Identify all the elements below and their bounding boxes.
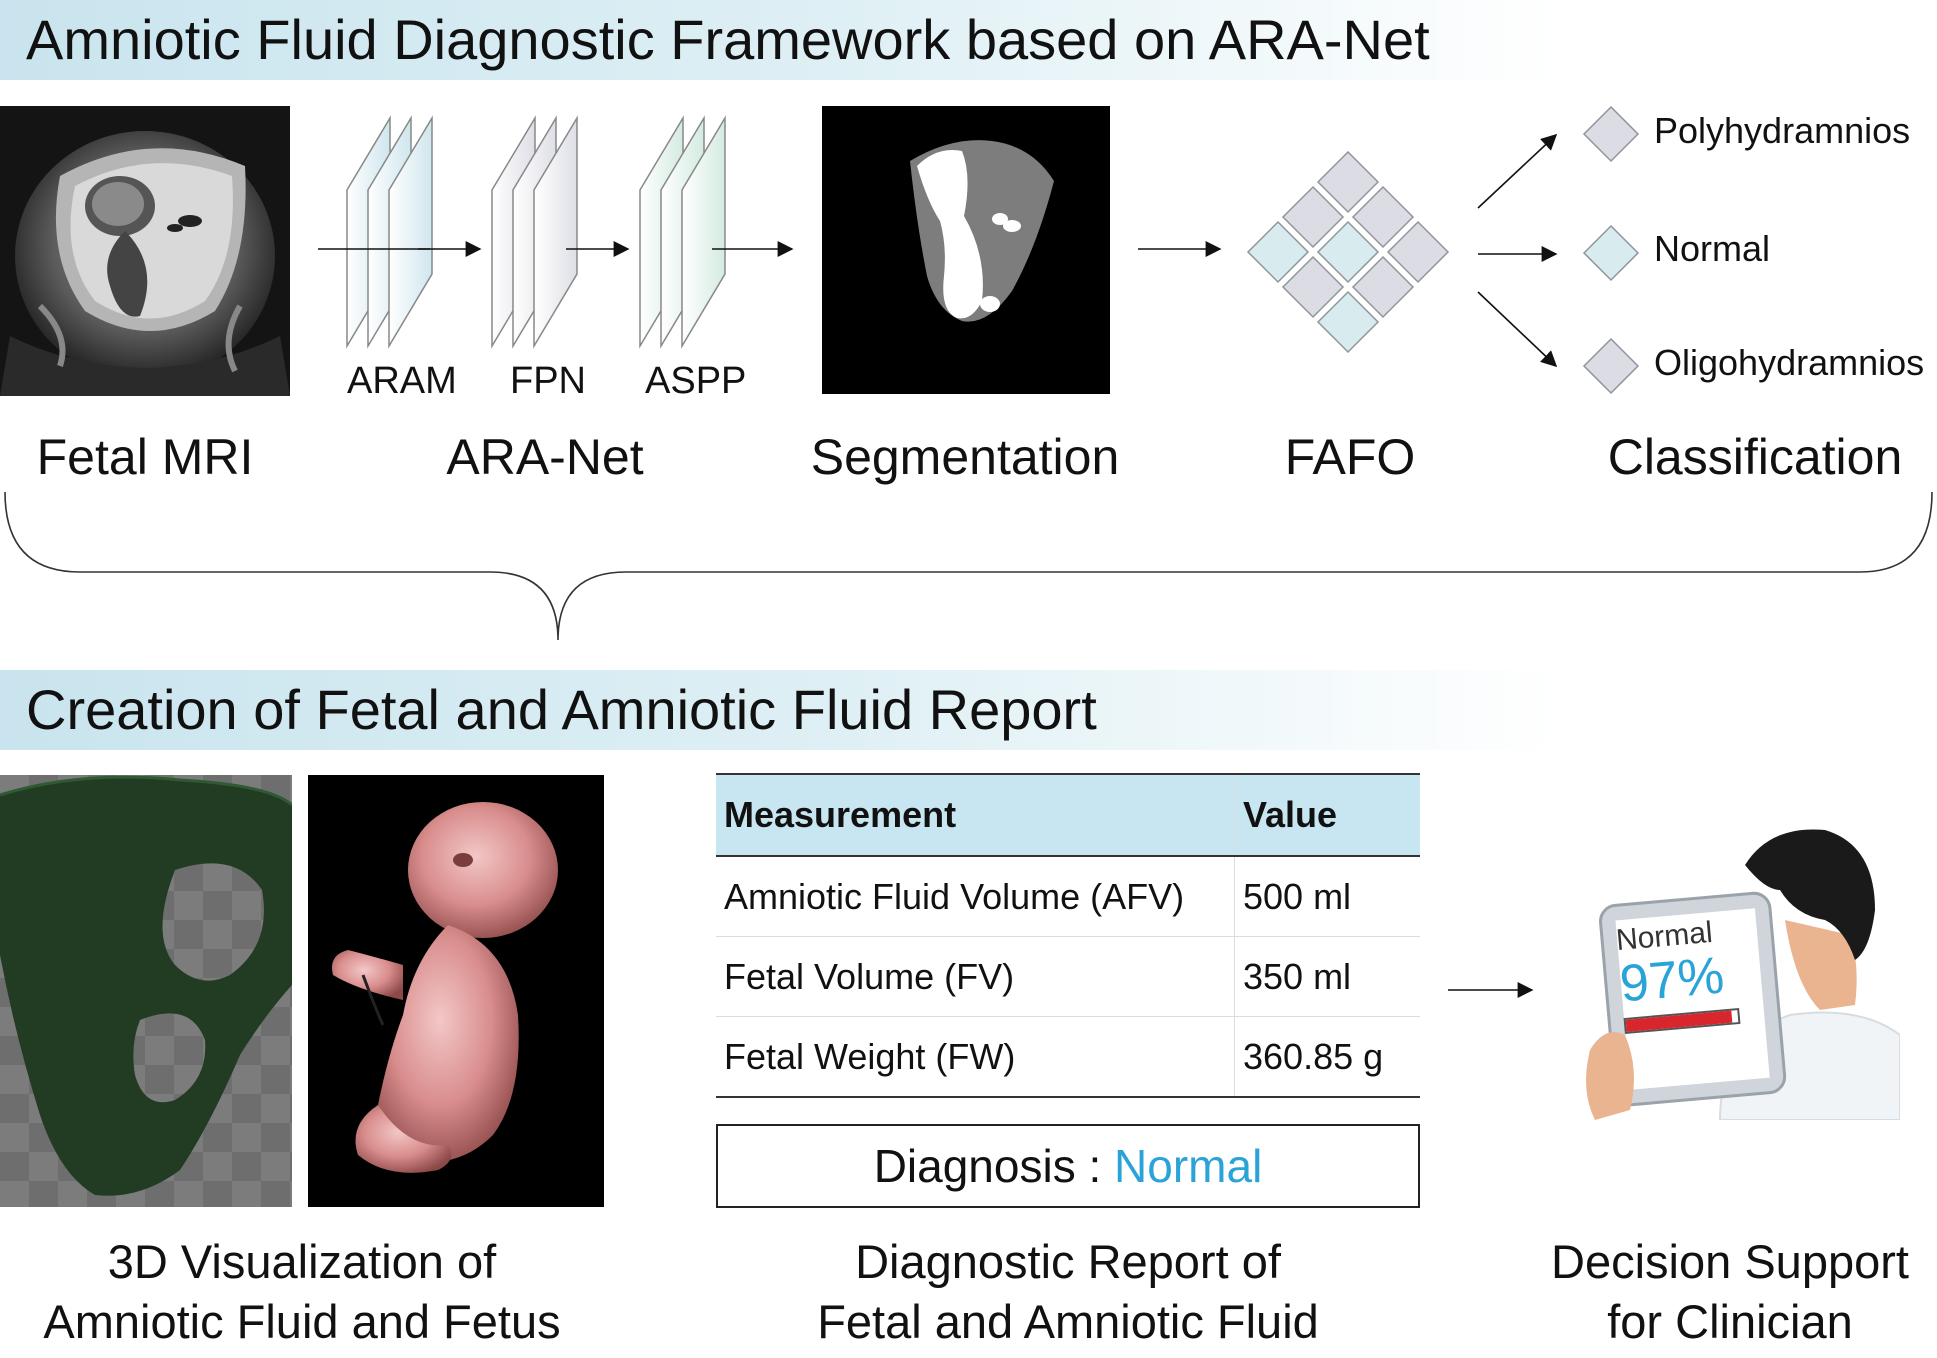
caption-line: for Clinician [1607, 1295, 1853, 1348]
module-label-aram: ARAM [347, 360, 457, 402]
polyhydramnios-diamond [1582, 105, 1640, 163]
aram-layers [346, 115, 433, 349]
fetus-3d-render [308, 775, 604, 1207]
arrow-to-polyhydramnios [1477, 133, 1558, 209]
caption-decision-support: Decision Support for Clinician [1530, 1232, 1930, 1352]
table-header-row: Measurement Value [716, 773, 1420, 857]
table-row: Fetal Volume (FV) 350 ml [716, 936, 1420, 1017]
table-row: Amniotic Fluid Volume (AFV) 500 ml [716, 856, 1420, 937]
caption-line: Fetal and Amniotic Fluid [817, 1295, 1319, 1348]
stage-label-fafo: FAFO [1284, 429, 1416, 485]
cell-measurement: Amniotic Fluid Volume (AFV) [716, 856, 1235, 937]
framework-title-banner: Amniotic Fluid Diagnostic Framework base… [0, 0, 1560, 80]
class-label-normal: Normal [1654, 228, 1771, 269]
aspp-layers [639, 115, 726, 349]
grouping-brace [4, 491, 1933, 641]
amniotic-fluid-3d-render [0, 775, 292, 1207]
cell-value: 500 ml [1234, 856, 1420, 937]
stage-label-fetal-mri: Fetal MRI [36, 429, 254, 485]
segmentation-image [822, 106, 1110, 394]
caption-line: Diagnostic Report of [855, 1235, 1281, 1288]
normal-diamond [1582, 224, 1640, 282]
header-measurement: Measurement [716, 773, 1235, 857]
report-title-banner: Creation of Fetal and Amniotic Fluid Rep… [0, 670, 1560, 750]
header-value: Value [1234, 773, 1420, 857]
stage-label-segmentation: Segmentation [810, 429, 1120, 485]
caption-line: Decision Support [1551, 1235, 1909, 1288]
cell-value: 360.85 g [1234, 1016, 1420, 1098]
arrow-to-oligohydramnios [1477, 291, 1558, 368]
fetal-mri-image [0, 106, 290, 396]
cell-measurement: Fetal Weight (FW) [716, 1016, 1235, 1098]
class-label-oligohydramnios: Oligohydramnios [1654, 342, 1925, 383]
cell-value: 350 ml [1234, 936, 1420, 1017]
oligohydramnios-diamond [1582, 337, 1640, 395]
cell-measurement: Fetal Volume (FV) [716, 936, 1235, 1017]
clinician-illustration [1570, 820, 1900, 1120]
stage-label-classification: Classification [1607, 429, 1903, 485]
class-label-polyhydramnios: Polyhydramnios [1654, 110, 1911, 151]
framework-title: Amniotic Fluid Diagnostic Framework base… [26, 8, 1430, 71]
fpn-layers [491, 115, 578, 349]
module-label-fpn: FPN [510, 360, 586, 402]
measurement-table: Measurement Value Amniotic Fluid Volume … [716, 773, 1420, 1098]
module-label-aspp: ASPP [645, 360, 747, 402]
table-row: Fetal Weight (FW) 360.85 g [716, 1016, 1420, 1098]
diagnosis-label: Diagnosis : [873, 1140, 1115, 1192]
caption-line: 3D Visualization of [107, 1235, 497, 1288]
stage-label-ara-net: ARA-Net [446, 429, 644, 485]
caption-line: Amniotic Fluid and Fetus [43, 1295, 561, 1348]
caption-diagnostic-report: Diagnostic Report of Fetal and Amniotic … [716, 1232, 1420, 1352]
diagnosis-box: Diagnosis : Normal [716, 1124, 1420, 1208]
diagnosis-value: Normal [1114, 1140, 1263, 1192]
fafo-grid [1246, 150, 1450, 354]
report-title: Creation of Fetal and Amniotic Fluid Rep… [26, 678, 1097, 741]
caption-3d-visualization: 3D Visualization of Amniotic Fluid and F… [0, 1232, 604, 1352]
